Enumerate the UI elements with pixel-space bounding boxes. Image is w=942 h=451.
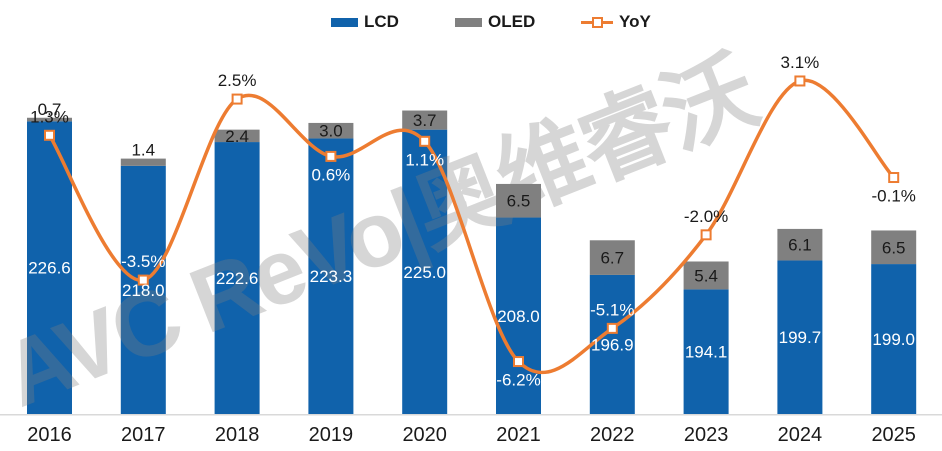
oled-bar-2023 xyxy=(683,261,729,290)
lcd-bar-2025 xyxy=(871,264,917,414)
lcd-bar-2017 xyxy=(120,165,166,414)
yoy-line-swatch-icon xyxy=(581,16,613,28)
lcd-bar-2020 xyxy=(402,129,448,414)
lcd-label-2017: 218.0 xyxy=(122,281,165,300)
x-tick-2024: 2024 xyxy=(778,424,823,446)
oled-bar-2018 xyxy=(214,129,260,143)
yoy-line-layer xyxy=(44,75,900,375)
yoy-label-2017: -3.5% xyxy=(121,252,165,271)
oled-label-2017: 1.4 xyxy=(131,141,155,160)
labels-layer: 226.6 0.71.3% 2016 218.0 1.4 -3.5% 2017 222.6 2.… xyxy=(27,53,916,446)
lcd-label-2016: 226.6 xyxy=(28,259,71,278)
yoy-line xyxy=(47,78,896,375)
bars-layer xyxy=(27,110,917,415)
oled-label-2022: 6.7 xyxy=(600,249,624,268)
oled-bar-2016 xyxy=(27,117,72,122)
yoy-label-2020: 1.1% xyxy=(405,150,444,169)
lcd-label-2018: 222.6 xyxy=(216,269,259,288)
legend-label-oled: OLED xyxy=(488,12,536,31)
x-tick-2017: 2017 xyxy=(121,424,166,446)
lcd-label-2020: 225.0 xyxy=(403,263,446,282)
lcd-label-2019: 223.3 xyxy=(310,267,353,286)
yoy-marker-2023 xyxy=(700,229,712,241)
yoy-marker-2024 xyxy=(794,75,806,87)
lcd-bar-2018 xyxy=(214,142,260,415)
yoy-marker-2021 xyxy=(513,356,524,368)
oled-label-2021: 6.5 xyxy=(507,192,531,211)
lcd-label-2023: 194.1 xyxy=(685,343,728,362)
x-tick-2023: 2023 xyxy=(684,424,729,446)
lcd-bar-2022 xyxy=(589,274,635,414)
oled-label-2018: 2.4 xyxy=(225,127,249,146)
legend-item-oled: OLED xyxy=(455,12,536,31)
oled-bar-2021 xyxy=(496,183,541,218)
yoy-marker-2018 xyxy=(231,93,243,105)
yoy-marker-2019 xyxy=(325,150,337,162)
yoy-label-2021: -6.2% xyxy=(496,371,540,390)
watermark-layer: AVC ReVo|奥维睿沃 xyxy=(0,39,771,428)
oled-label-2023: 5.4 xyxy=(694,266,718,285)
yoy-marker-2025 xyxy=(888,172,900,184)
yoy-label-2023: -2.0% xyxy=(684,207,728,226)
oled-bar-2024 xyxy=(777,228,823,261)
x-tick-2016: 2016 xyxy=(27,424,72,446)
oled-label-2019: 3.0 xyxy=(319,122,343,141)
lcd-bar-2019 xyxy=(308,138,354,414)
lcd-label-2021: 208.0 xyxy=(497,307,540,326)
oled-bar-2017 xyxy=(120,158,166,166)
lcd-label-2022: 196.9 xyxy=(591,335,634,354)
lcd-bar-2021 xyxy=(496,217,541,414)
x-tick-2018: 2018 xyxy=(215,424,260,446)
lcd-label-2025: 199.0 xyxy=(872,330,915,349)
yoy-label-2022: -5.1% xyxy=(590,300,634,319)
yoy-label-2025: -0.1% xyxy=(871,187,915,206)
yoy-marker-2022 xyxy=(606,322,618,334)
yoy-label-2019: 0.6% xyxy=(312,165,351,184)
x-tick-2025: 2025 xyxy=(871,424,916,446)
yoy-marker-2016 xyxy=(44,129,55,141)
oled-label-2025: 6.5 xyxy=(882,238,906,257)
legend-item-yoy: YoY xyxy=(581,12,651,31)
legend-label-yoy: YoY xyxy=(619,12,651,31)
legend-label-lcd: LCD xyxy=(364,12,399,31)
yoy-label-2018: 2.5% xyxy=(218,71,257,90)
x-tick-2021: 2021 xyxy=(496,424,541,446)
watermark-text: AVC ReVo|奥维睿沃 xyxy=(0,39,771,428)
oled-bar-2022 xyxy=(589,240,635,275)
yoy-label-2016: 1.3% xyxy=(30,107,69,126)
oled-bar-2019 xyxy=(308,122,354,139)
lcd-bar-2023 xyxy=(683,289,729,414)
x-tick-2020: 2020 xyxy=(402,424,447,446)
oled-label-2020: 3.7 xyxy=(413,111,437,130)
lcd-label-2024: 199.7 xyxy=(779,328,822,347)
x-tick-2022: 2022 xyxy=(590,424,635,446)
lcd-bar-2016 xyxy=(27,121,72,415)
yoy-square-marker-icon xyxy=(592,16,603,28)
x-tick-2019: 2019 xyxy=(309,424,354,446)
oled-label-2024: 6.1 xyxy=(788,236,812,255)
legend-item-lcd: LCD xyxy=(331,12,399,31)
oled-label-2016: 0.7 xyxy=(38,100,62,119)
oled-bar-2020 xyxy=(402,110,448,130)
oled-bar-2025 xyxy=(871,230,917,265)
yoy-marker-2020 xyxy=(419,135,431,147)
lcd-bar-2024 xyxy=(777,260,823,414)
yoy-label-2024: 3.1% xyxy=(781,53,820,72)
yoy-marker-2017 xyxy=(137,274,149,286)
oled-swatch-icon xyxy=(455,17,482,27)
lcd-swatch-icon xyxy=(331,17,358,27)
